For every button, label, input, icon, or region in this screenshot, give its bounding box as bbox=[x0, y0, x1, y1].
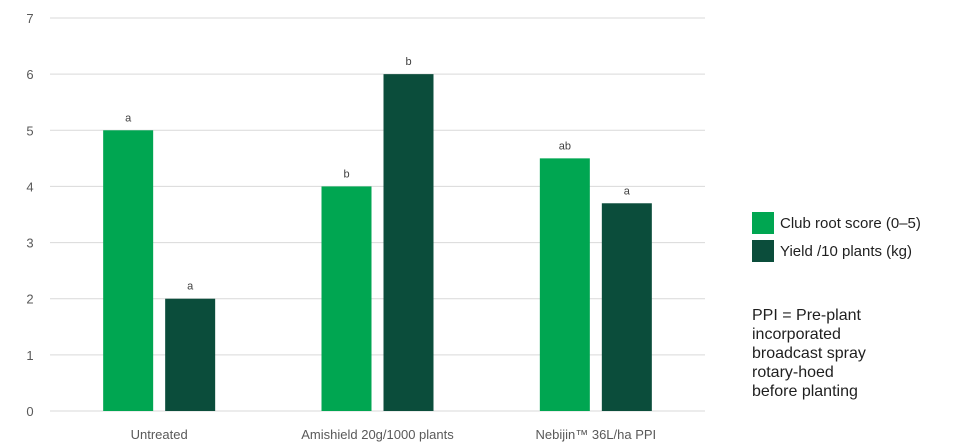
y-tick-label: 4 bbox=[26, 179, 33, 194]
data-label: a bbox=[624, 185, 631, 197]
bar bbox=[383, 74, 434, 412]
legend-item-club-root: Club root score (0–5) bbox=[752, 209, 921, 237]
y-tick-label: 7 bbox=[26, 11, 33, 26]
gridlines bbox=[50, 17, 705, 412]
note-line: rotary-hoed bbox=[752, 364, 834, 381]
y-tick-label: 6 bbox=[26, 67, 33, 82]
legend-swatch-yield bbox=[752, 240, 774, 262]
bar bbox=[539, 158, 590, 411]
ppi-note: PPI = Pre-plant incorporated broadcast s… bbox=[752, 306, 952, 401]
bar bbox=[321, 186, 372, 411]
y-axis-ticks: 0 1 2 3 4 5 6 7 bbox=[26, 11, 33, 419]
bar bbox=[601, 203, 652, 411]
data-label: a bbox=[125, 112, 132, 124]
y-tick-label: 5 bbox=[26, 123, 33, 138]
legend: Club root score (0–5) Yield /10 plants (… bbox=[752, 209, 921, 265]
bar bbox=[103, 130, 154, 412]
x-category-label: Nebijin™ 36L/ha PPI bbox=[535, 427, 656, 442]
legend-label-club-root: Club root score (0–5) bbox=[780, 214, 921, 232]
legend-label-yield: Yield /10 plants (kg) bbox=[780, 242, 913, 260]
note-line: incorporated bbox=[752, 326, 841, 343]
note-line: PPI = Pre-plant bbox=[752, 307, 861, 324]
x-category-label: Amishield 20g/1000 plants bbox=[301, 427, 454, 442]
y-tick-label: 1 bbox=[26, 348, 33, 363]
y-tick-label: 2 bbox=[26, 292, 33, 307]
note-line: broadcast spray bbox=[752, 345, 866, 362]
data-label: b bbox=[405, 56, 411, 68]
bar bbox=[165, 298, 216, 411]
note-line: before planting bbox=[752, 383, 858, 400]
x-axis-categories: Untreated Amishield 20g/1000 plants Nebiji… bbox=[131, 427, 657, 442]
data-label: ab bbox=[559, 140, 571, 152]
bars bbox=[103, 74, 652, 412]
y-tick-label: 0 bbox=[26, 404, 33, 419]
legend-swatch-club-root bbox=[752, 212, 774, 234]
y-tick-label: 3 bbox=[26, 236, 33, 251]
legend-item-yield: Yield /10 plants (kg) bbox=[752, 237, 921, 265]
data-label: a bbox=[187, 281, 194, 293]
data-label: b bbox=[343, 168, 349, 180]
x-category-label: Untreated bbox=[131, 427, 188, 442]
